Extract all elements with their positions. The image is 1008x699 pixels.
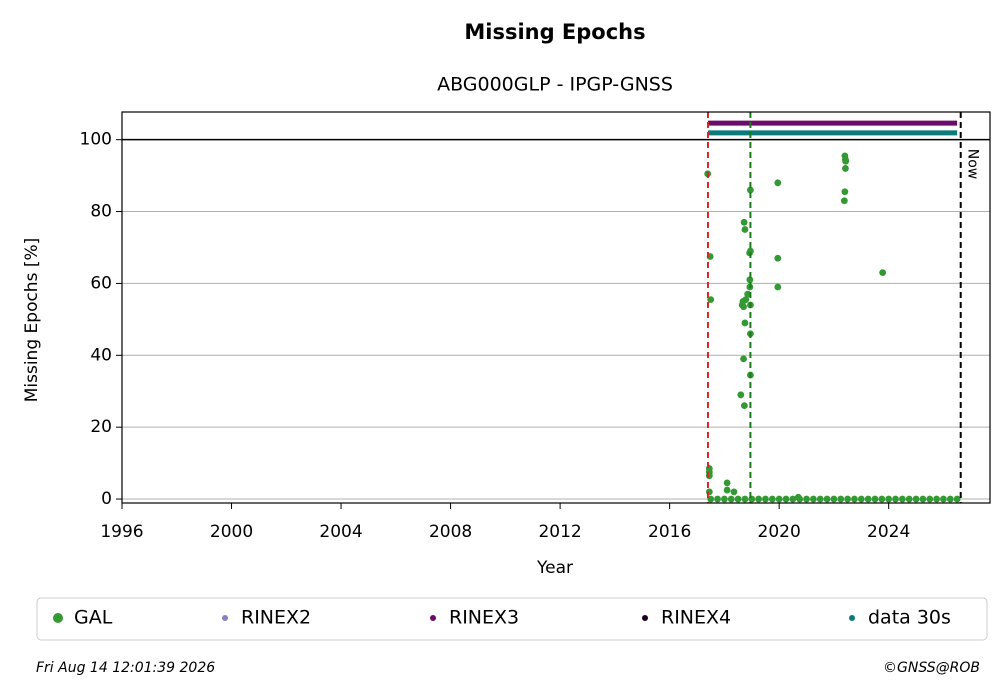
legend-marker xyxy=(849,615,855,621)
y-tick-label: 0 xyxy=(101,489,112,509)
y-tick-label: 100 xyxy=(80,130,112,150)
data-point xyxy=(842,157,850,165)
data-point xyxy=(705,488,713,496)
data-point xyxy=(723,479,731,487)
data-point xyxy=(840,197,848,205)
data-point xyxy=(940,495,947,503)
data-point xyxy=(740,218,748,226)
legend-marker xyxy=(430,615,436,621)
data-point xyxy=(742,296,750,303)
data-point xyxy=(740,355,747,363)
footer-credit: ©GNSS@ROB xyxy=(883,660,980,676)
data-point xyxy=(857,495,865,503)
data-point xyxy=(707,296,715,303)
data-point xyxy=(871,495,879,503)
data-point xyxy=(789,495,797,503)
data-point xyxy=(842,165,849,172)
data-point xyxy=(746,276,754,284)
legend-label: GAL xyxy=(74,607,113,629)
x-tick-label: 2016 xyxy=(648,522,691,542)
data-point xyxy=(837,495,845,503)
data-point xyxy=(768,495,776,503)
data-point xyxy=(741,495,749,503)
legend-label: data 30s xyxy=(868,607,951,629)
data-point xyxy=(720,495,728,503)
data-point xyxy=(841,188,849,196)
x-tick-label: 2008 xyxy=(429,522,472,542)
data-point xyxy=(823,495,831,503)
data-point xyxy=(747,247,754,255)
x-axis-label: Year xyxy=(536,558,573,578)
data-point xyxy=(844,495,852,503)
data-point xyxy=(741,226,749,233)
plot-frame xyxy=(121,111,991,504)
y-axis-label: Missing Epochs [%] xyxy=(22,238,42,403)
data-point xyxy=(809,495,817,503)
data-point xyxy=(774,254,782,262)
data-point xyxy=(707,495,715,503)
data-point xyxy=(905,495,913,503)
data-point xyxy=(892,495,899,503)
data-point xyxy=(885,495,893,503)
data-point xyxy=(730,488,738,496)
data-point xyxy=(748,495,756,503)
data-point xyxy=(775,495,783,503)
data-point xyxy=(747,186,754,194)
data-point xyxy=(774,179,782,187)
data-point xyxy=(782,495,790,503)
data-point xyxy=(723,486,731,494)
footer-date: Fri Aug 14 12:01:39 2026 xyxy=(36,660,215,676)
data-point xyxy=(740,402,748,410)
legend-marker xyxy=(53,613,63,623)
data-point xyxy=(864,495,872,503)
data-point xyxy=(919,495,927,503)
x-tick-label: 2012 xyxy=(538,522,581,542)
data-point xyxy=(705,472,713,480)
legend-label: RINEX3 xyxy=(449,607,519,629)
y-tick-label: 80 xyxy=(90,202,112,222)
data-point xyxy=(933,495,941,503)
chart-title: Missing Epochs xyxy=(464,20,645,44)
chart-subtitle: ABG000GLP - IPGP-GNSS xyxy=(437,74,673,96)
data-point xyxy=(816,495,824,503)
legend-box xyxy=(36,597,988,641)
legend-marker xyxy=(222,615,228,621)
data-point xyxy=(912,495,920,503)
data-point xyxy=(851,495,858,503)
data-point xyxy=(714,495,721,503)
data-point xyxy=(737,391,745,399)
x-tick-label: 2024 xyxy=(867,522,910,542)
data-point xyxy=(830,495,838,503)
x-tick-label: 2004 xyxy=(319,522,362,542)
data-point xyxy=(953,495,961,503)
data-point xyxy=(946,495,954,503)
data-point xyxy=(727,495,735,503)
data-point xyxy=(740,303,747,311)
y-tick-label: 60 xyxy=(90,273,112,293)
x-tick-label: 2020 xyxy=(758,522,801,542)
y-tick-label: 40 xyxy=(90,345,112,365)
data-point xyxy=(755,495,763,503)
data-point xyxy=(774,283,782,291)
event-label: Now xyxy=(965,149,981,180)
legend-marker xyxy=(642,615,648,621)
data-point xyxy=(734,495,742,503)
data-point xyxy=(898,495,906,503)
data-point xyxy=(926,495,934,503)
data-point xyxy=(744,290,752,298)
data-point xyxy=(803,495,810,503)
x-tick-label: 1996 xyxy=(100,522,143,542)
data-point xyxy=(878,495,886,503)
data-point xyxy=(879,269,887,277)
data-point xyxy=(762,495,769,503)
y-tick-label: 20 xyxy=(90,417,112,437)
x-tick-label: 2000 xyxy=(210,522,253,542)
data-point xyxy=(741,319,749,327)
legend-label: RINEX4 xyxy=(661,607,731,629)
data-point xyxy=(796,495,804,503)
legend-label: RINEX2 xyxy=(241,607,311,629)
